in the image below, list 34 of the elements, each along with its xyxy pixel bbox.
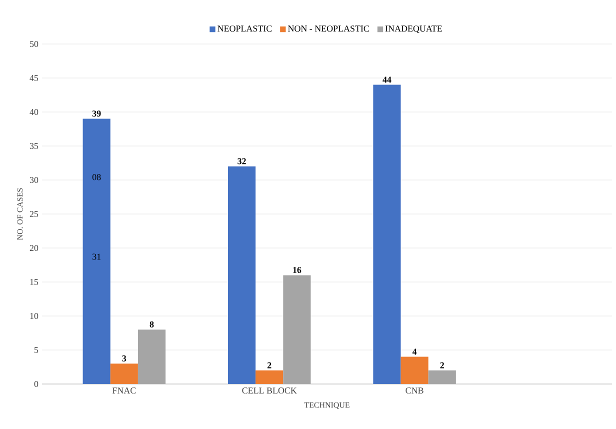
y-tick-label: 0: [34, 380, 38, 388]
y-tick-label: 20: [30, 244, 38, 252]
bar: [256, 370, 284, 384]
bar: [110, 364, 138, 384]
y-tick-label: 25: [30, 210, 38, 218]
data-label: 2: [268, 362, 272, 368]
annotation: 31: [92, 254, 101, 260]
y-tick-label: 40: [30, 108, 38, 116]
bar: [373, 84, 401, 384]
x-tick-label: FNAC: [112, 388, 136, 394]
data-label: 4: [412, 348, 417, 355]
data-label: 39: [92, 110, 101, 117]
data-label: 32: [238, 158, 246, 164]
y-tick-label: 5: [34, 347, 38, 353]
legend-label: NON - NEOPLASTIC: [288, 26, 369, 32]
y-tick-label: 35: [30, 142, 38, 150]
y-tick-label: 45: [30, 75, 38, 81]
x-tick-label: CELL BLOCK: [242, 388, 297, 394]
data-label: 2: [440, 362, 444, 368]
bar: [228, 166, 256, 384]
data-label: 8: [150, 321, 154, 328]
bar: [400, 356, 428, 384]
data-label: 44: [382, 76, 392, 83]
data-label: 3: [122, 355, 126, 362]
y-tick-label: 50: [30, 40, 38, 48]
data-label: 16: [293, 266, 302, 274]
bar: [82, 118, 110, 384]
legend-label: INADEQUATE: [385, 26, 442, 33]
annotation: 08: [92, 174, 101, 180]
y-tick-label: 15: [30, 278, 38, 286]
y-tick-label: 10: [30, 312, 38, 320]
y-tick-label: 30: [30, 176, 38, 184]
legend-label: NEOPLASTIC: [218, 26, 272, 32]
x-tick-label: CNB: [406, 388, 424, 394]
